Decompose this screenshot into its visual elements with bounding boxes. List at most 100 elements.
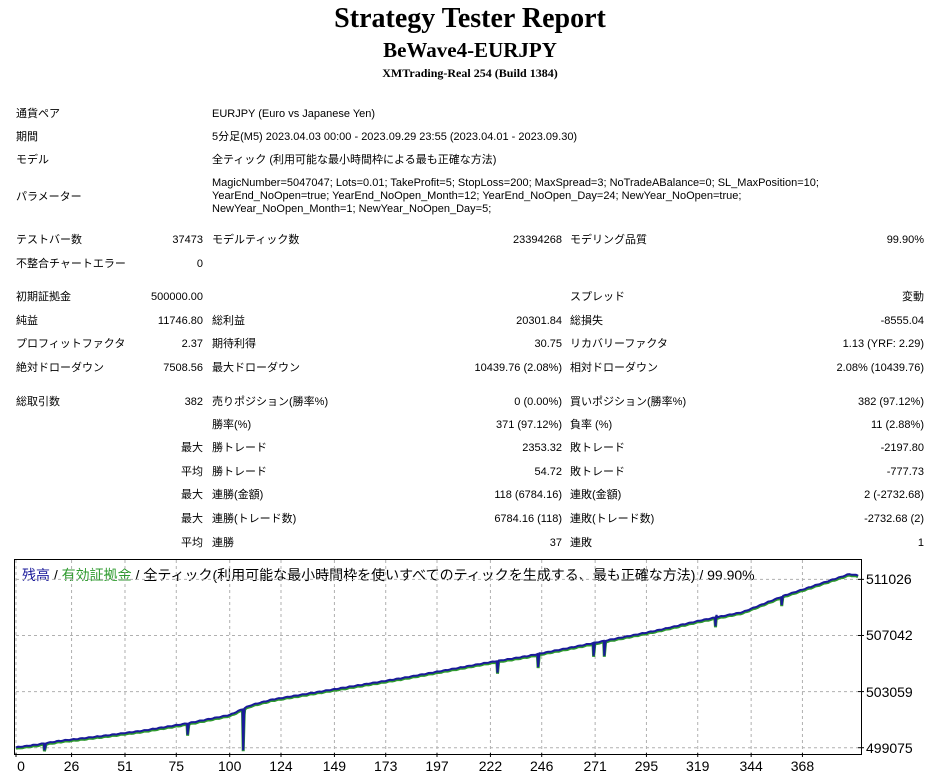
chart-title-sep: / [50,567,62,583]
avg-cons-loss-value: 1 [917,537,924,549]
max-dd-label: 最大ドローダウン [212,362,300,374]
x-tick-label-9: 222 [478,758,503,774]
spread-label: スプレッド [570,291,625,303]
avg-word-2: 平均 [181,537,203,549]
bars-label: テストバー数 [16,234,82,246]
params-line-1: MagicNumber=5047047; Lots=0.01; TakeProf… [212,177,819,189]
lossrate-value: 11 (2.88%) [871,419,924,431]
abs-dd-value: 7508.56 [163,362,203,374]
x-tick-label-8: 197 [425,758,449,774]
x-tick-label-5: 124 [269,758,293,774]
gross-profit-value: 20301.84 [516,315,562,327]
x-tick-label-10: 246 [530,758,554,774]
period-label: 期間 [16,131,38,143]
x-tick-label-13: 319 [686,758,710,774]
largest-win-value: 2353.32 [522,442,562,454]
x-tick-label-15: 368 [790,758,815,774]
abs-dd-label: 絶対ドローダウン [16,362,104,374]
max-cons-loss-amt-label: 連敗(金額) [570,489,622,501]
chart-title-balance: 残高 [22,567,50,583]
avg-loss-value: -777.73 [886,466,924,478]
max-word-3: 最大 [181,513,203,525]
x-tick-label-1: 26 [63,758,80,774]
largest-loss-value: -2197.80 [880,442,924,454]
mismatch-value: 0 [196,258,203,270]
spread-value: 変動 [902,291,924,303]
winrate-value: 371 (97.12%) [495,419,562,431]
chart-title: 残高 / 有効証拠金 / 全ティック(利用可能な最小時間枠を使いすべてのティック… [22,566,755,584]
avg-loss-label: 敗トレード [570,466,625,478]
params-label: パラメーター [16,191,82,203]
x-tick-label-6: 149 [322,758,347,774]
y-tick-label-2: 507042 [866,627,913,644]
deposit-label: 初期証拠金 [16,291,71,303]
avg-word-1: 平均 [181,466,203,478]
pf-value: 2.37 [181,338,203,350]
max-cons-loss-cnt-label: 連敗(トレード数) [570,513,655,525]
net-value: 11746.80 [157,315,203,327]
params-line-2: YearEnd_NoOpen=true; YearEnd_NoOpen_Mont… [212,190,742,202]
x-tick-label-11: 271 [583,758,607,774]
winrate-label: 勝率(%) [212,419,252,431]
avg-cons-loss-label: 連敗 [570,537,592,549]
period-value: 5分足(M5) 2023.04.03 00:00 - 2023.09.29 23… [212,131,578,143]
max-cons-wins-cnt-label: 連勝(トレード数) [212,513,297,525]
quality-label: モデリング品質 [570,234,647,246]
params-value: MagicNumber=5047047; Lots=0.01; TakeProf… [212,177,912,216]
chart-title-rest: / 全ティック(利用可能な最小時間枠を使いすべてのティックを生成する、最も正確な… [131,567,755,583]
report-title: Strategy Tester Report [334,3,606,34]
gross-profit-label: 総利益 [212,315,245,327]
total-trades-value: 382 [184,396,203,408]
recovery-value: 1.13 (YRF: 2.29) [842,338,924,350]
max-cons-wins-amt-label: 連勝(金額) [212,489,264,501]
ticks-label: モデルティック数 [212,234,300,246]
avg-win-value: 54.72 [534,466,562,478]
chart-title-equity: 有効証拠金 [61,567,132,583]
pair-value: EURJPY (Euro vs Japanese Yen) [212,108,376,120]
model-label: モデル [16,154,49,166]
rel-dd-value: 2.08% (10439.76) [836,362,924,374]
rel-dd-label: 相対ドローダウン [570,362,658,374]
x-tick-label-0: 0 [17,758,25,774]
net-label: 純益 [16,315,38,327]
pf-label: プロフィットファクタ [16,338,126,350]
max-cons-loss-cnt-value: -2732.68 (2) [864,513,924,525]
avg-win-label: 勝トレード [212,466,267,478]
x-tick-label-3: 75 [168,758,185,774]
mismatch-label: 不整合チャートエラー [16,258,126,270]
server-info: XMTrading-Real 254 (Build 1384) [382,66,558,80]
max-cons-wins-cnt-value: 6784.16 (118) [494,513,562,525]
long-value: 382 (97.12%) [857,396,924,408]
model-value: 全ティック (利用可能な最小時間枠による最も正確な方法) [212,154,497,166]
x-tick-label-12: 295 [634,758,659,774]
avg-cons-wins-label: 連勝 [212,537,234,549]
y-tick-label-3: 511026 [866,571,912,588]
max-word-2: 最大 [181,489,203,501]
gross-loss-value: -8555.04 [880,315,924,327]
y-tick-label-1: 503059 [866,683,913,700]
avg-cons-wins-value: 37 [549,537,562,549]
deposit-value: 500000.00 [151,291,203,303]
lossrate-label: 負率 (%) [570,419,613,431]
ticks-value: 23394268 [513,234,562,246]
max-cons-wins-amt-value: 118 (6784.16) [494,489,562,501]
x-tick-label-7: 173 [374,758,398,774]
quality-value: 99.90% [886,234,924,246]
largest-loss-label: 敗トレード [570,442,625,454]
x-tick-label-4: 100 [218,758,242,774]
ea-name: BeWave4-EURJPY [383,38,557,62]
balance-chart [14,559,862,755]
total-trades-label: 総取引数 [16,396,60,408]
long-label: 買いポジション(勝率%) [570,396,687,408]
max-cons-loss-amt-value: 2 (-2732.68) [864,489,924,501]
y-tick-label-0: 499075 [866,739,913,756]
short-label: 売りポジション(勝率%) [212,396,329,408]
pair-label: 通貨ペア [16,108,60,120]
max-word-1: 最大 [181,442,203,454]
gross-loss-label: 総損失 [570,315,603,327]
bars-value: 37473 [172,234,203,246]
largest-win-label: 勝トレード [212,442,267,454]
params-line-3: NewYear_NoOpen_Month=1; NewYear_NoOpen_D… [212,203,492,215]
max-dd-value: 10439.76 (2.08%) [474,362,562,374]
x-tick-label-14: 344 [739,758,763,774]
